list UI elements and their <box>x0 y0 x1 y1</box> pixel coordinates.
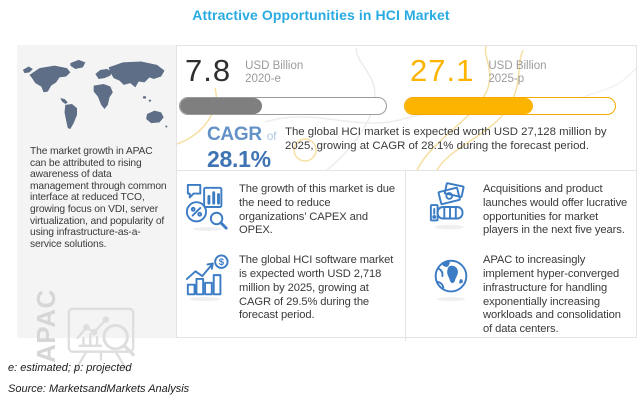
highlight-text: The global HCI software market is expect… <box>239 254 394 322</box>
apac-sidebar: The market growth in APAC can be attribu… <box>17 45 176 373</box>
cagr-section: CAGR of 28.1% The global HCI market is e… <box>177 124 636 173</box>
progress-bar-2020 <box>179 97 387 115</box>
progress-bar-2025 <box>404 97 616 115</box>
cagr-badge: CAGR of 28.1% <box>207 124 285 173</box>
stat-2020-unit: USD Billion 2020-e <box>245 60 304 85</box>
globe-icon <box>428 253 474 303</box>
world-map <box>22 55 172 143</box>
highlight-text: APAC to increasingly implement hyper-con… <box>483 254 621 336</box>
analysis-board-icon <box>57 301 145 379</box>
highlight-capex-opex: The growth of this market is due the nee… <box>177 171 405 242</box>
money-hand-icon <box>428 182 474 232</box>
highlight-grid: The growth of this market is due the nee… <box>177 170 636 341</box>
highlight-apac-adoption: APAC to increasingly implement hyper-con… <box>405 242 636 341</box>
apac-description: The market growth in APAC can be attribu… <box>30 146 167 250</box>
stats-row: 7.8 USD Billion 2020-e 27.1 USD <box>177 46 636 115</box>
progress-bar-2025-fill <box>405 98 534 114</box>
progress-bar-2020-fill <box>180 98 263 114</box>
stat-2020-value: 7.8 <box>185 53 232 88</box>
stat-2020: 7.8 USD Billion 2020-e <box>179 54 387 115</box>
cagr-value: 28.1% <box>207 146 271 172</box>
highlight-text: Acquisitions and product launches would … <box>483 183 628 237</box>
svg-text:$: $ <box>219 257 225 268</box>
page-title: Attractive Opportunities in HCI Market <box>192 7 450 23</box>
highlight-text: The growth of this market is due the nee… <box>239 183 395 237</box>
main-panel: 7.8 USD Billion 2020-e 27.1 USD <box>176 45 637 341</box>
highlight-software-market: $ The global HCI software market is expe… <box>177 242 405 341</box>
region-label: APAC <box>31 289 61 363</box>
highlight-acquisitions: Acquisitions and product launches would … <box>405 171 636 243</box>
legend-note: e: estimated; p: projected <box>8 362 132 374</box>
stat-2025-value: 27.1 <box>410 53 475 88</box>
stat-2025: 27.1 USD Billion 2025-p <box>404 54 616 115</box>
growth-chart-icon: $ <box>184 253 230 303</box>
source-note: Source: MarketsandMarkets Analysis <box>8 383 190 395</box>
market-analysis-icon <box>184 182 230 232</box>
cagr-of: of <box>266 129 277 143</box>
cagr-note: The global HCI market is expected worth … <box>285 126 607 152</box>
cagr-label: CAGR <box>207 124 262 145</box>
stat-2025-unit: USD Billion 2025-p <box>488 60 547 85</box>
